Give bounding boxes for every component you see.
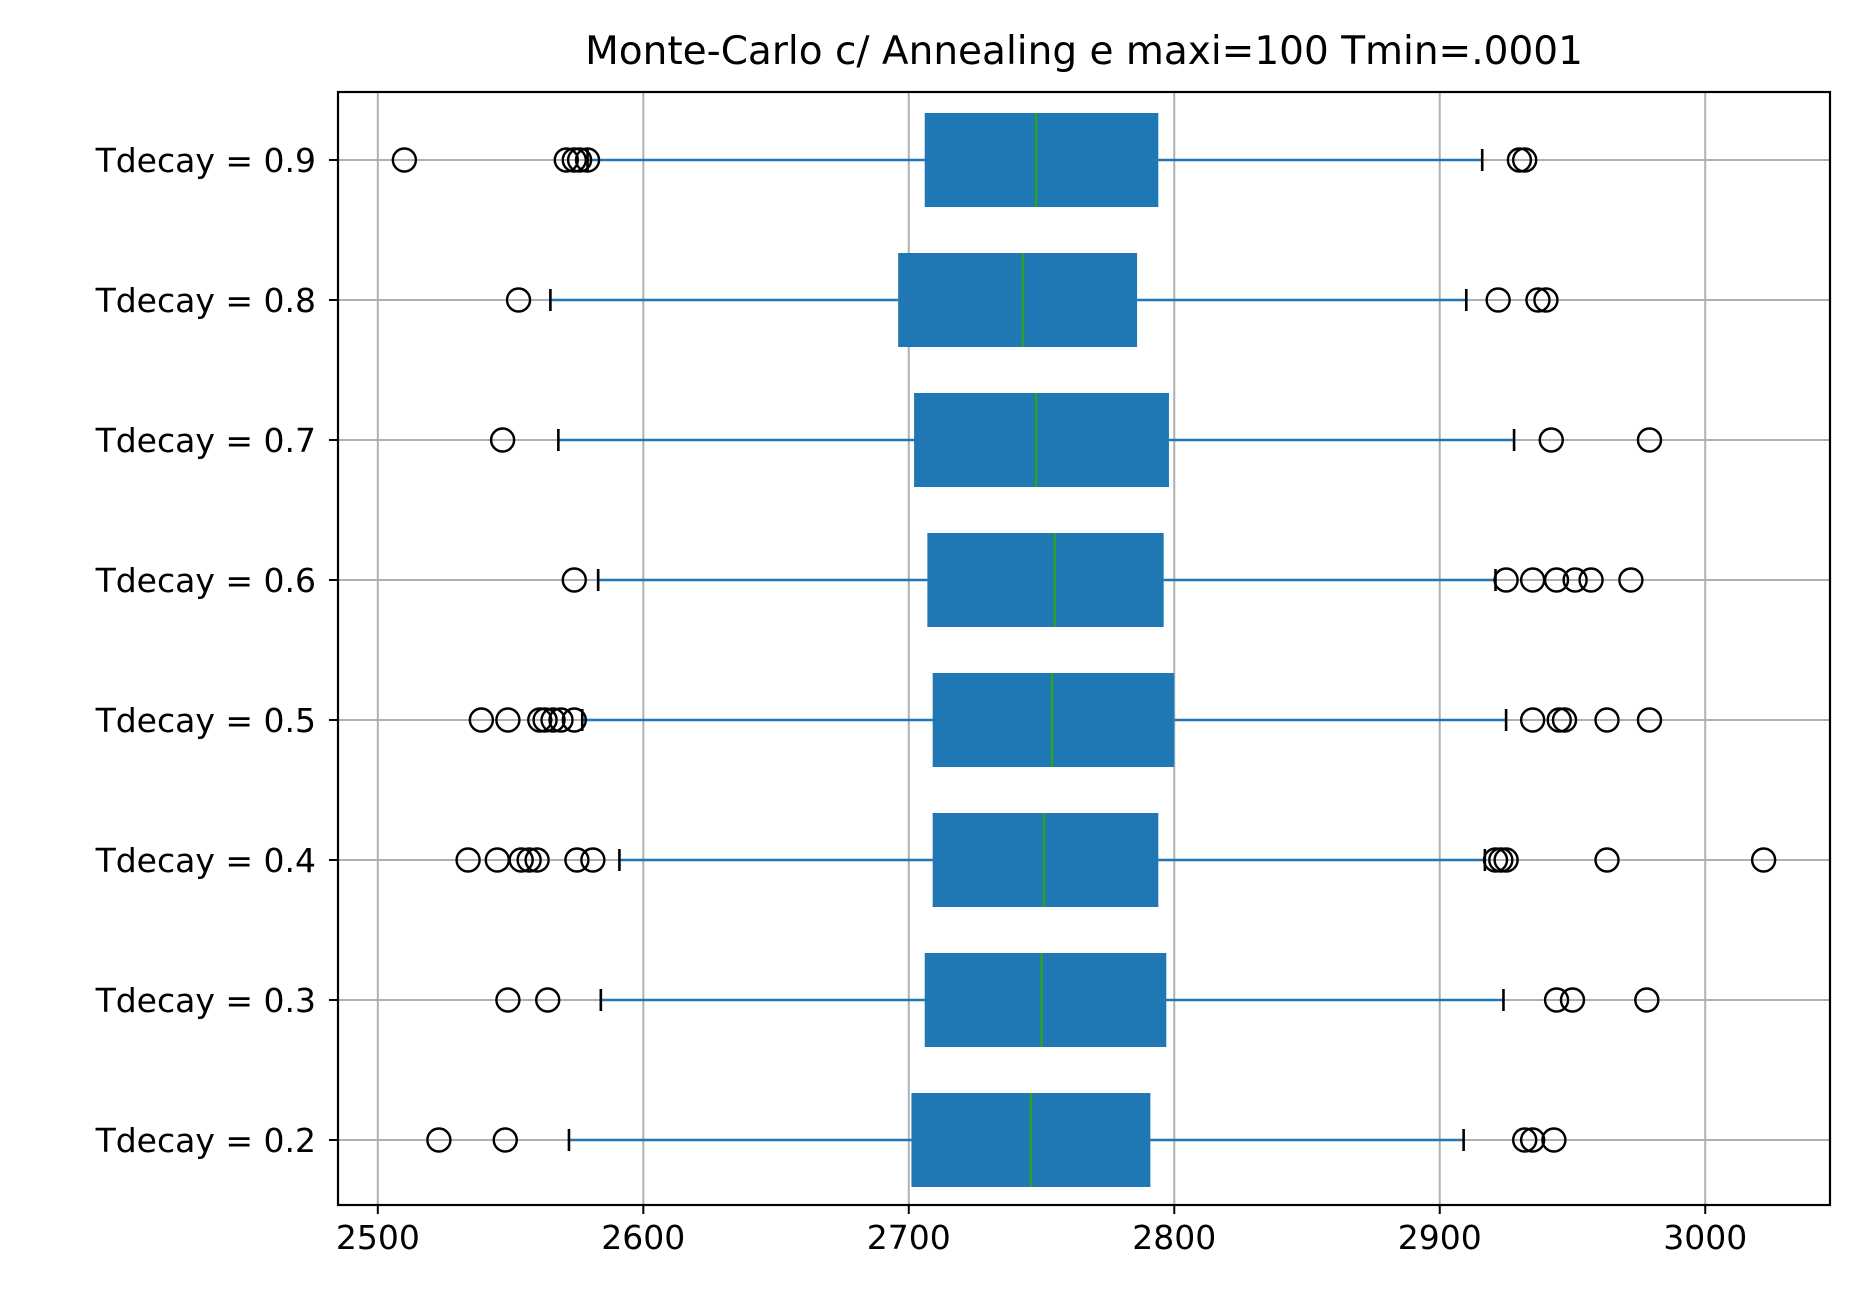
box-iqr: [927, 533, 1164, 627]
flier-point: [455, 847, 481, 873]
flier-point: [1543, 567, 1570, 593]
y-tick-label: Tdecay = 0.2: [95, 1121, 316, 1160]
flier-point: [1519, 1127, 1546, 1153]
box-group: [455, 813, 1777, 907]
flier-point: [561, 707, 587, 733]
flier-point: [495, 987, 521, 1013]
ticks: 2500 2600 2700 2800 2900 3000 Tdecay = 0.9 Tdec…: [95, 141, 1748, 1257]
box-group: [391, 113, 1538, 207]
plot-frame: [336, 90, 1832, 1207]
flier-point: [535, 987, 561, 1013]
y-tick-label: Tdecay = 0.5: [95, 701, 316, 740]
flier-point: [495, 707, 521, 733]
flier-point: [508, 847, 534, 873]
box-group: [489, 393, 1663, 487]
x-tick-label: 3000: [1663, 1218, 1747, 1257]
box-group: [561, 533, 1644, 627]
flier-point: [1533, 287, 1559, 313]
boxes: [391, 113, 1777, 1187]
chart-title: Monte-Carlo c/ Annealing e maxi=100 Tmin…: [585, 29, 1583, 74]
flier-point: [1562, 567, 1588, 593]
y-tick-label: Tdecay = 0.3: [95, 981, 316, 1020]
flier-point: [564, 847, 590, 873]
flier-point: [1541, 1127, 1567, 1153]
flier-point: [489, 427, 516, 453]
flier-point: [1578, 567, 1604, 593]
flier-point: [1493, 847, 1519, 873]
flier-point: [1525, 287, 1551, 313]
flier-point: [548, 707, 574, 733]
flier-point: [580, 847, 606, 873]
flier-point: [566, 147, 593, 173]
x-tick-label: 2600: [601, 1218, 685, 1257]
flier-point: [516, 847, 542, 873]
box-iqr: [898, 253, 1138, 347]
flier-point: [468, 707, 495, 733]
flier-point: [1551, 707, 1578, 733]
flier-point: [1634, 987, 1660, 1013]
flier-point: [1594, 707, 1620, 733]
y-tick-label: Tdecay = 0.6: [95, 561, 316, 600]
x-tick-label: 2500: [336, 1218, 420, 1257]
box-group: [495, 953, 1660, 1047]
flier-point: [1519, 707, 1546, 733]
box-iqr: [924, 113, 1159, 207]
flier-point: [561, 567, 587, 593]
flier-point: [1511, 1127, 1538, 1153]
flier-point: [1594, 847, 1620, 873]
flier-point: [532, 707, 558, 733]
flier-point: [1636, 707, 1663, 733]
flier-point: [1750, 847, 1777, 873]
flier-point: [524, 847, 550, 873]
box-iqr: [914, 393, 1169, 487]
box-iqr: [924, 953, 1167, 1047]
x-tick-label: 2800: [1132, 1218, 1216, 1257]
flier-point: [540, 707, 566, 733]
y-tick-label: Tdecay = 0.9: [95, 141, 316, 180]
flier-point: [426, 1127, 452, 1153]
box-group: [505, 253, 1559, 347]
flier-point: [391, 147, 418, 173]
x-tick-label: 2900: [1398, 1218, 1482, 1257]
flier-point: [1559, 987, 1586, 1013]
flier-point: [1493, 567, 1519, 593]
y-tick-label: Tdecay = 0.4: [95, 841, 316, 880]
box-group: [468, 673, 1663, 767]
flier-point: [553, 147, 580, 173]
flier-point: [1543, 987, 1570, 1013]
flier-point: [492, 1127, 518, 1153]
y-tick-label: Tdecay = 0.8: [95, 281, 316, 320]
flier-point: [1485, 287, 1511, 313]
flier-point: [1538, 427, 1564, 453]
flier-point: [505, 287, 532, 313]
x-tick-label: 2700: [867, 1218, 951, 1257]
flier-point: [1636, 427, 1663, 453]
box-iqr: [932, 813, 1159, 907]
flier-point: [574, 147, 601, 173]
flier-point: [1511, 147, 1538, 173]
box-iqr: [932, 673, 1175, 767]
y-tick-label: Tdecay = 0.7: [95, 421, 316, 460]
flier-point: [1618, 567, 1644, 593]
box-group: [426, 1093, 1567, 1187]
